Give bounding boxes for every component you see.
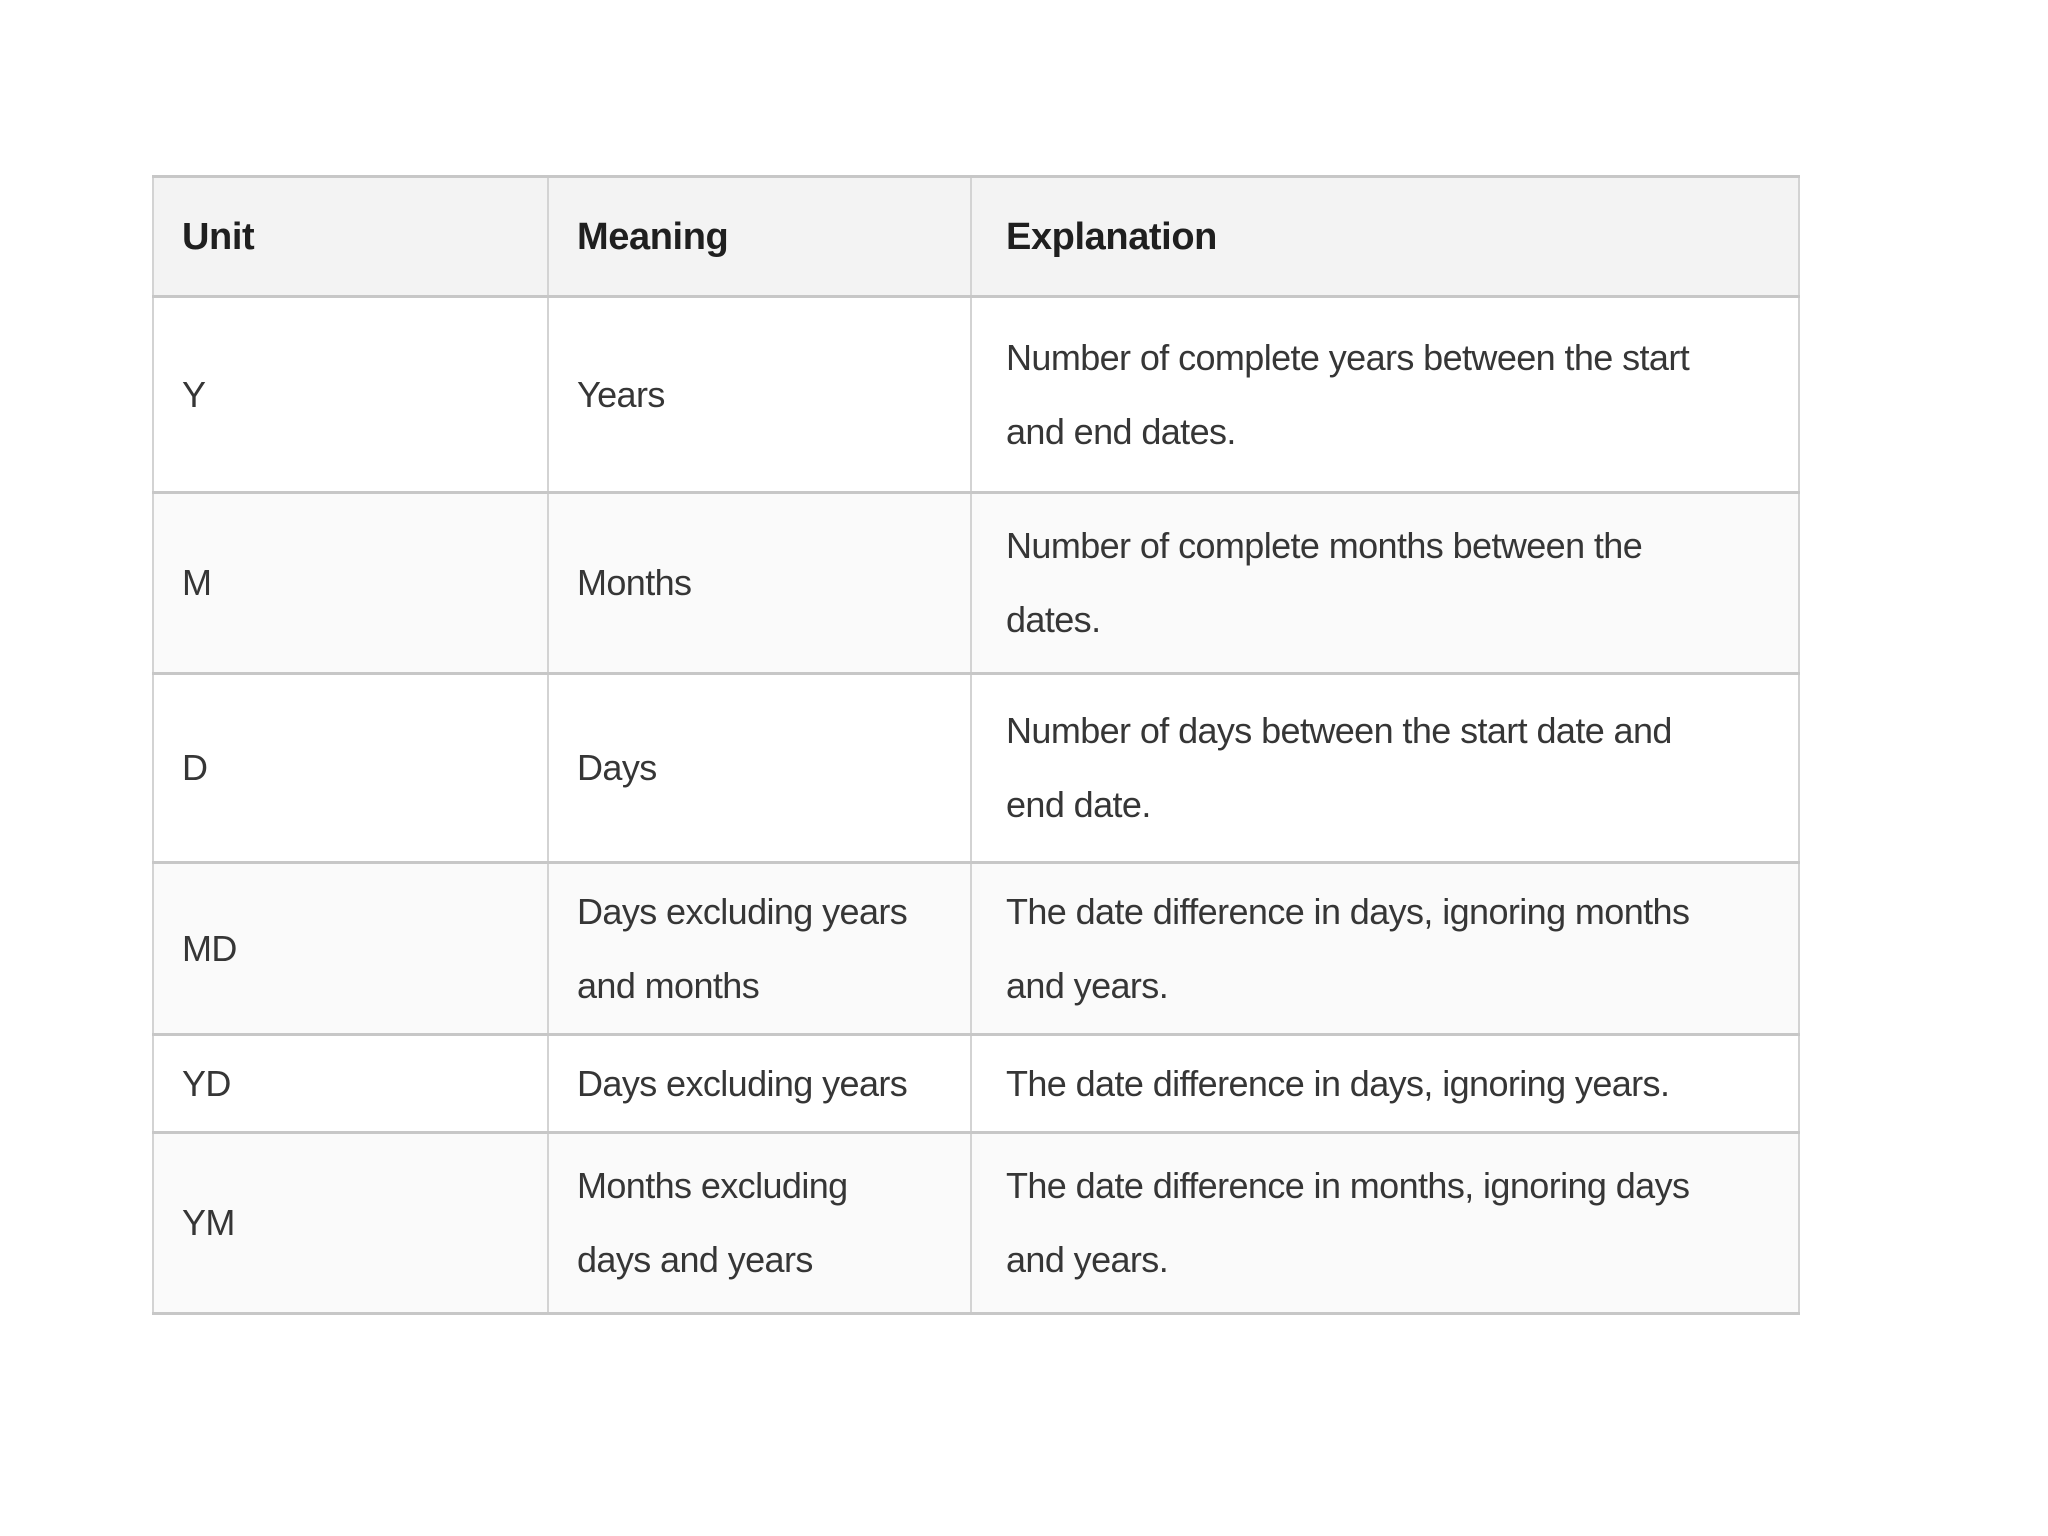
unit-cell: Y <box>152 295 549 494</box>
column-header-meaning: Meaning <box>547 175 972 298</box>
table-row-md: MD Days excluding years and months The d… <box>152 861 1800 1036</box>
column-header-explanation: Explanation <box>970 175 1800 298</box>
column-header-unit: Unit <box>152 175 549 298</box>
table-row-d: D Days Number of days between the start … <box>152 672 1800 864</box>
table-row-y: Y Years Number of complete years between… <box>152 295 1800 494</box>
explanation-cell: The date difference in days, ignoring mo… <box>970 861 1800 1036</box>
meaning-cell: Days <box>547 672 972 864</box>
explanation-cell: Number of days between the start date an… <box>970 672 1800 864</box>
meaning-cell: Years <box>547 295 972 494</box>
explanation-cell: The date difference in days, ignoring ye… <box>970 1033 1800 1134</box>
explanation-cell: Number of complete years between the sta… <box>970 295 1800 494</box>
table-header-row: Unit Meaning Explanation <box>152 175 1800 298</box>
meaning-cell: Months <box>547 491 972 675</box>
unit-cell: M <box>152 491 549 675</box>
explanation-cell: Number of complete months between the da… <box>970 491 1800 675</box>
meaning-cell: Days excluding years <box>547 1033 972 1134</box>
unit-cell: D <box>152 672 549 864</box>
unit-cell: YD <box>152 1033 549 1134</box>
unit-cell: MD <box>152 861 549 1036</box>
meaning-cell: Months excluding days and years <box>547 1131 972 1315</box>
table-row-ym: YM Months excluding days and years The d… <box>152 1131 1800 1315</box>
table-row-m: M Months Number of complete months betwe… <box>152 491 1800 675</box>
meaning-cell: Days excluding years and months <box>547 861 972 1036</box>
unit-cell: YM <box>152 1131 549 1315</box>
datedif-units-table: Unit Meaning Explanation Y Years Number … <box>152 175 1800 1315</box>
table-row-yd: YD Days excluding years The date differe… <box>152 1033 1800 1134</box>
explanation-cell: The date difference in months, ignoring … <box>970 1131 1800 1315</box>
